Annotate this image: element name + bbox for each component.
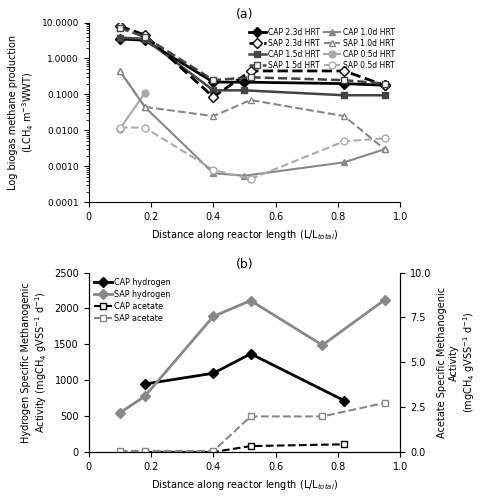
Y-axis label: Hydrogen Specific Methanogenic
Activity (mgCH$_4$ gVSS$^{-1}$ d$^{-1}$): Hydrogen Specific Methanogenic Activity …: [20, 282, 48, 443]
Title: (b): (b): [235, 258, 253, 272]
X-axis label: Distance along reactor length (L/L$_{total}$): Distance along reactor length (L/L$_{tot…: [151, 478, 337, 492]
Y-axis label: Acetate Specific Methanogenic
Activity
(mgCH$_4$ gVSS$^{-1}$ d$^{-1}$): Acetate Specific Methanogenic Activity (…: [436, 287, 476, 438]
X-axis label: Distance along reactor length (L/L$_{total}$): Distance along reactor length (L/L$_{tot…: [151, 228, 337, 241]
Legend: CAP hydrogen, SAP hydrogen, CAP acetate, SAP acetate: CAP hydrogen, SAP hydrogen, CAP acetate,…: [92, 276, 172, 324]
Y-axis label: Log biogas methane production
(LCH$_4$ m$^{-3}$WWT): Log biogas methane production (LCH$_4$ m…: [8, 35, 36, 190]
Legend: CAP 2.3d HRT, SAP 2.3d HRT, CAP 1.5d HRT, SAP 1.5d HRT, CAP 1.0d HRT, SAP 1.0d H: CAP 2.3d HRT, SAP 2.3d HRT, CAP 1.5d HRT…: [247, 26, 395, 71]
Title: (a): (a): [235, 8, 253, 22]
